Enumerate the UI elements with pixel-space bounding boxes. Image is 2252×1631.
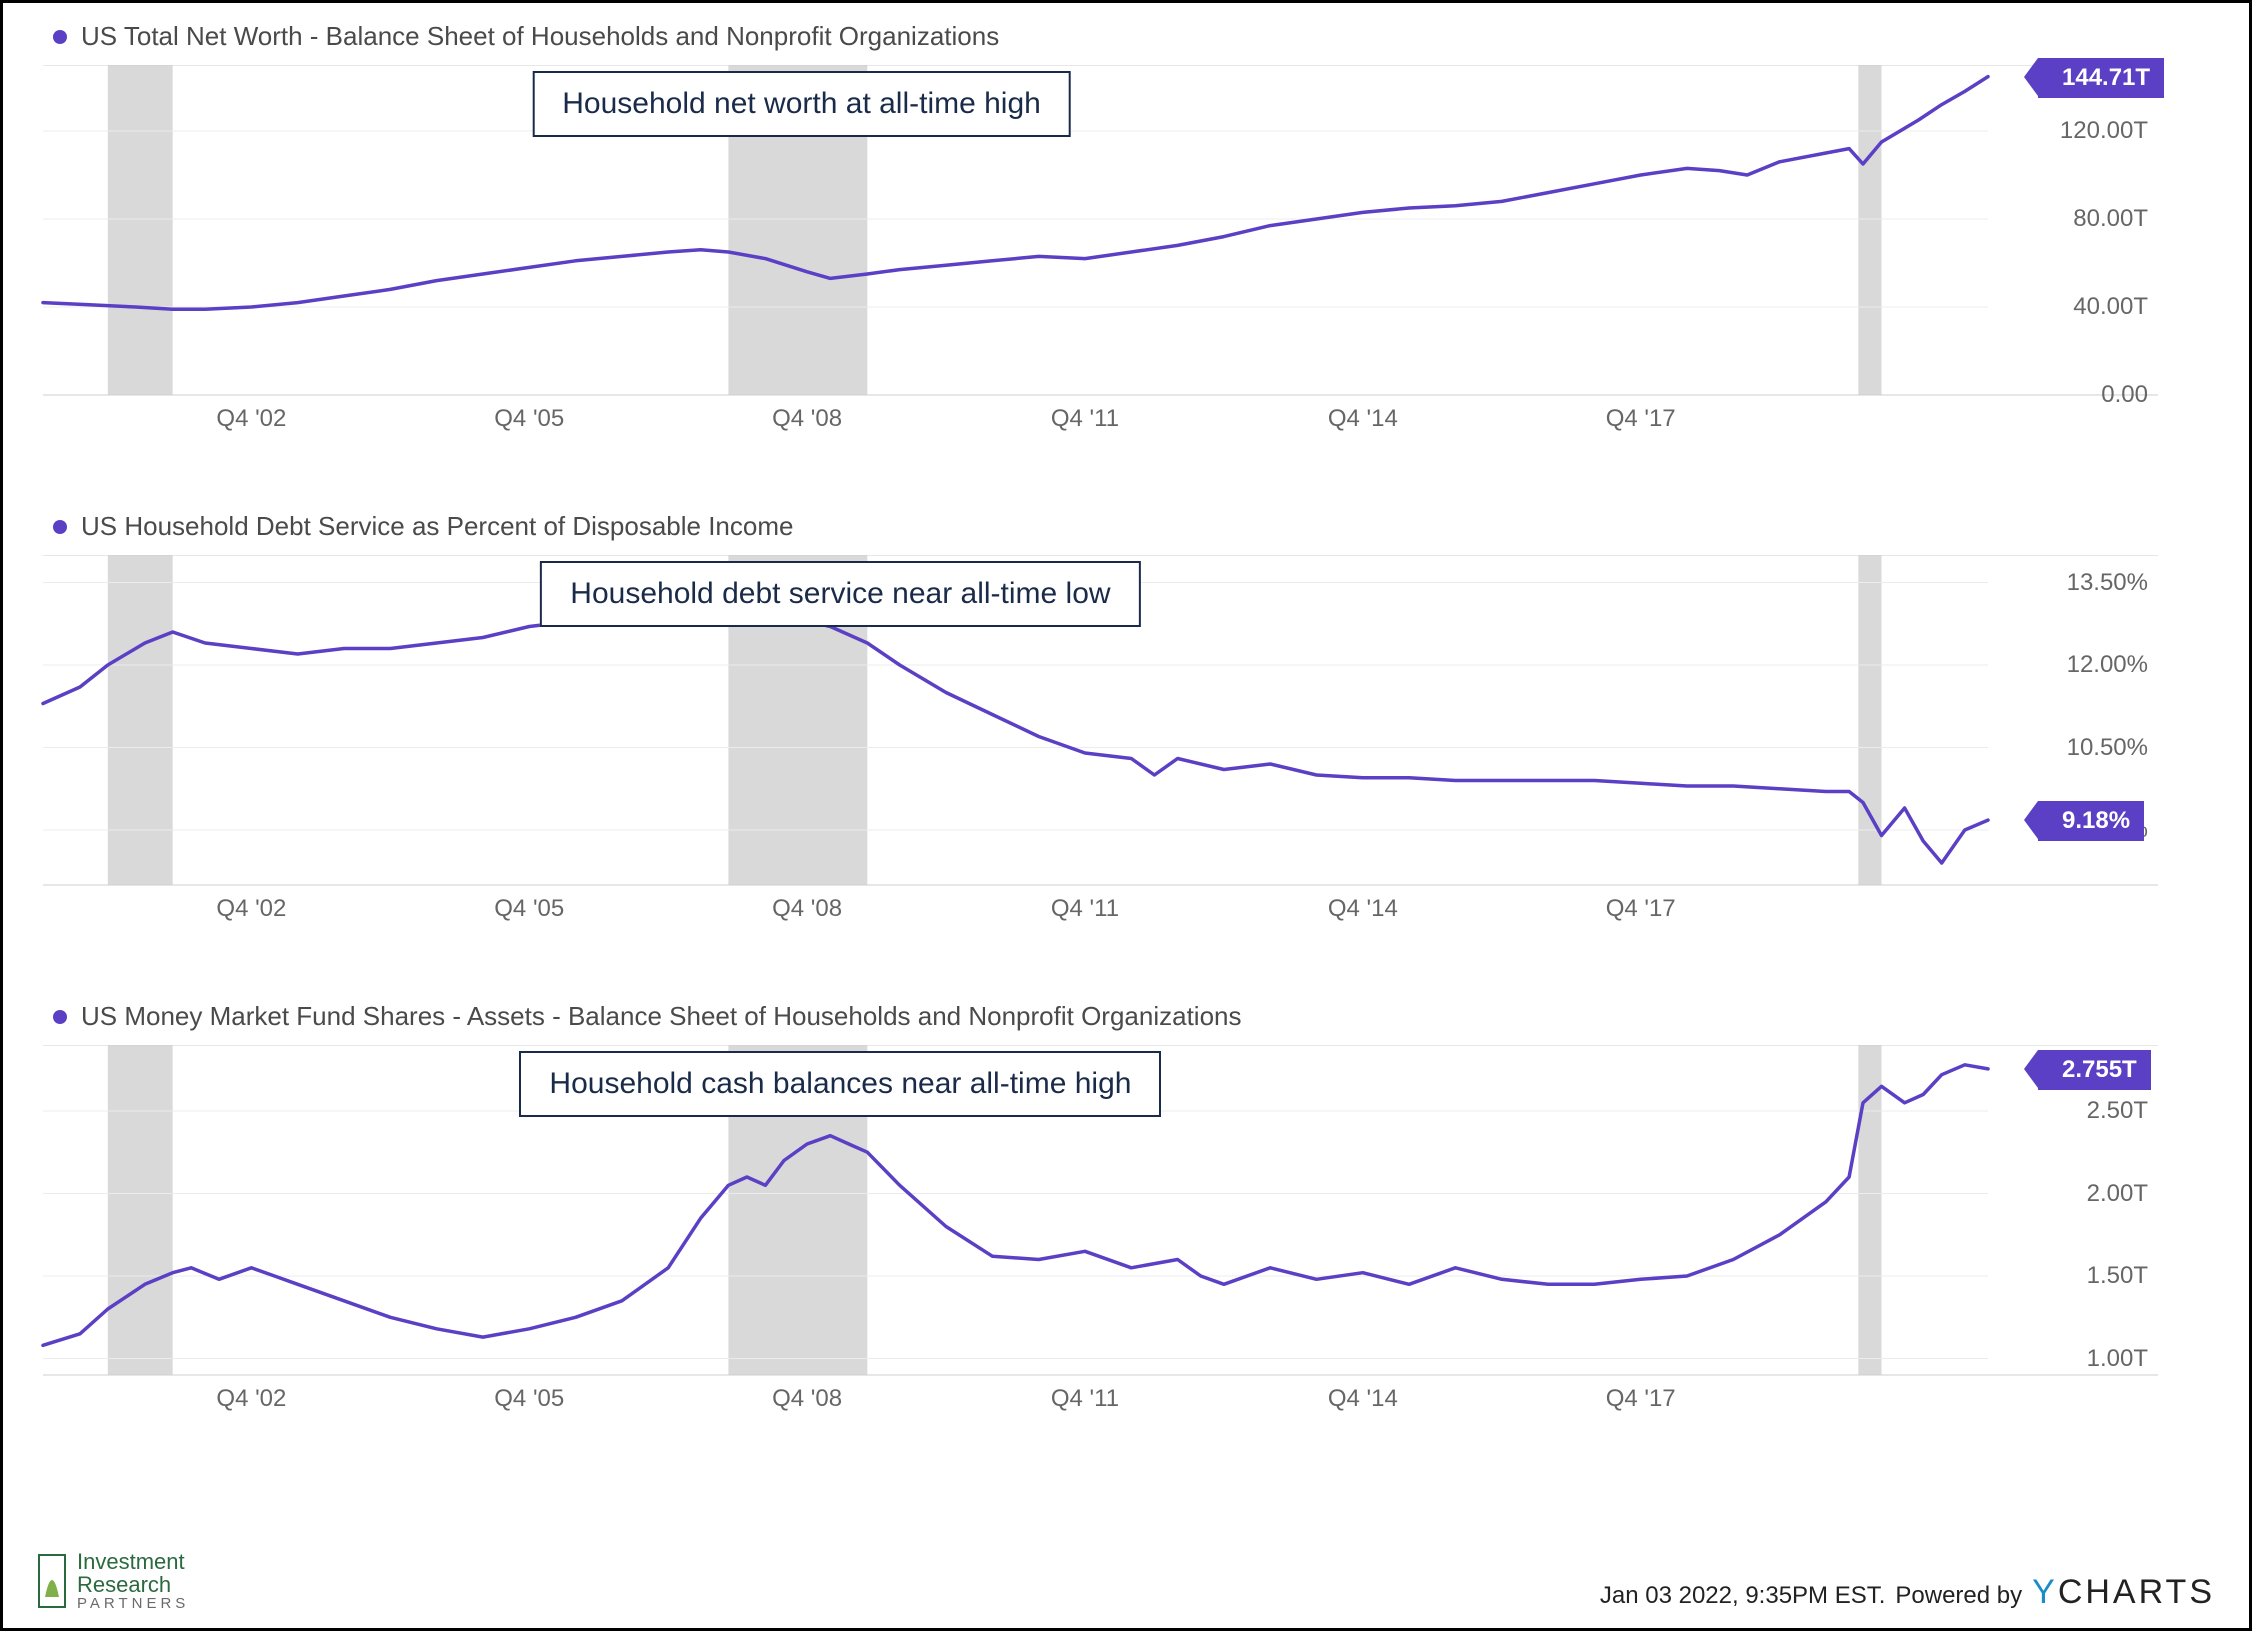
ytick-label: 2.50T [2048,1097,2148,1125]
xtick-label: Q4 '05 [494,895,564,923]
brand-l3: PARTNERS [77,1596,189,1612]
ytick-label: 80.00T [2048,205,2148,233]
xtick-label: Q4 '17 [1606,895,1676,923]
xtick-label: Q4 '14 [1328,405,1398,433]
annotation-networth: Household net worth at all-time high [532,71,1071,137]
ytick-label: 1.50T [2048,1262,2148,1290]
legend-dot-icon [53,520,67,534]
xtick-label: Q4 '17 [1606,405,1676,433]
footer-poweredby: Powered by [1895,1582,2022,1610]
xtick-label: Q4 '11 [1051,405,1119,433]
endlabel-debtservice: 9.18% [2038,801,2144,841]
ytick-label: 13.50% [2048,569,2148,597]
legend-networth: US Total Net Worth - Balance Sheet of Ho… [53,21,999,52]
xtick-label: Q4 '05 [494,1385,564,1413]
legend-dot-icon [53,30,67,44]
chart-networth [33,65,2223,397]
ytick-label: 12.00% [2048,651,2148,679]
recession-band [108,555,173,885]
xtick-label: Q4 '08 [772,405,842,433]
ytick-label: 10.50% [2048,734,2148,762]
xtick-label: Q4 '02 [216,895,286,923]
xtick-label: Q4 '08 [772,1385,842,1413]
series-line [43,599,1988,863]
xtick-label: Q4 '11 [1051,1385,1119,1413]
brand-l1: Investment [77,1550,189,1573]
legend-dot-icon [53,1010,67,1024]
ytick-label: 2.00T [2048,1180,2148,1208]
xtick-label: Q4 '14 [1328,1385,1398,1413]
footer-timestamp: Jan 03 2022, 9:35PM EST. [1600,1582,1886,1610]
legend-label: US Money Market Fund Shares - Assets - B… [81,1001,1242,1032]
legend-label: US Household Debt Service as Percent of … [81,511,793,542]
footer-right: Jan 03 2022, 9:35PM EST. Powered by YCHA… [1600,1573,2215,1612]
recession-band [108,1045,173,1375]
xtick-label: Q4 '05 [494,405,564,433]
legend-debtservice: US Household Debt Service as Percent of … [53,511,793,542]
footer-brand: InvestmentResearchPARTNERS [37,1550,189,1612]
endlabel-arrow-icon [2024,801,2038,839]
recession-band [108,65,173,395]
ytick-label: 120.00T [2048,117,2148,145]
endlabel-networth: 144.71T [2038,58,2164,98]
brand-logo-icon [37,1553,67,1609]
xtick-label: Q4 '17 [1606,1385,1676,1413]
brand-l2: Research [77,1573,189,1596]
ytick-label: 1.00T [2048,1345,2148,1373]
xtick-label: Q4 '14 [1328,895,1398,923]
recession-band [1858,555,1881,885]
endlabel-arrow-icon [2024,58,2038,96]
xtick-label: Q4 '02 [216,405,286,433]
legend-moneymarket: US Money Market Fund Shares - Assets - B… [53,1001,1242,1032]
annotation-debtservice: Household debt service near all-time low [540,561,1140,627]
xtick-label: Q4 '02 [216,1385,286,1413]
ytick-label: 40.00T [2048,293,2148,321]
legend-label: US Total Net Worth - Balance Sheet of Ho… [81,21,999,52]
endlabel-moneymarket: 2.755T [2038,1050,2151,1090]
endlabel-arrow-icon [2024,1050,2038,1088]
xtick-label: Q4 '08 [772,895,842,923]
ycharts-logo: YCHARTS [2032,1573,2215,1612]
brand-text: InvestmentResearchPARTNERS [77,1550,189,1612]
footer: InvestmentResearchPARTNERS Jan 03 2022, 9… [37,1550,2215,1612]
xtick-label: Q4 '11 [1051,895,1119,923]
annotation-moneymarket: Household cash balances near all-time hi… [519,1051,1161,1117]
recession-band [1858,65,1881,395]
ytick-label: 0.00 [2048,381,2148,409]
